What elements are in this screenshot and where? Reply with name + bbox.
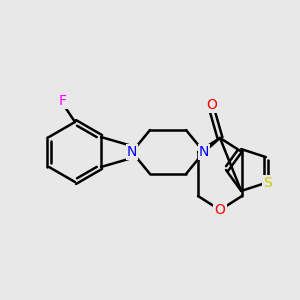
Text: F: F [59,94,67,108]
Text: S: S [263,176,272,190]
Text: O: O [207,98,218,112]
Text: N: N [127,145,137,159]
Text: N: N [199,145,209,159]
Text: O: O [214,203,225,217]
